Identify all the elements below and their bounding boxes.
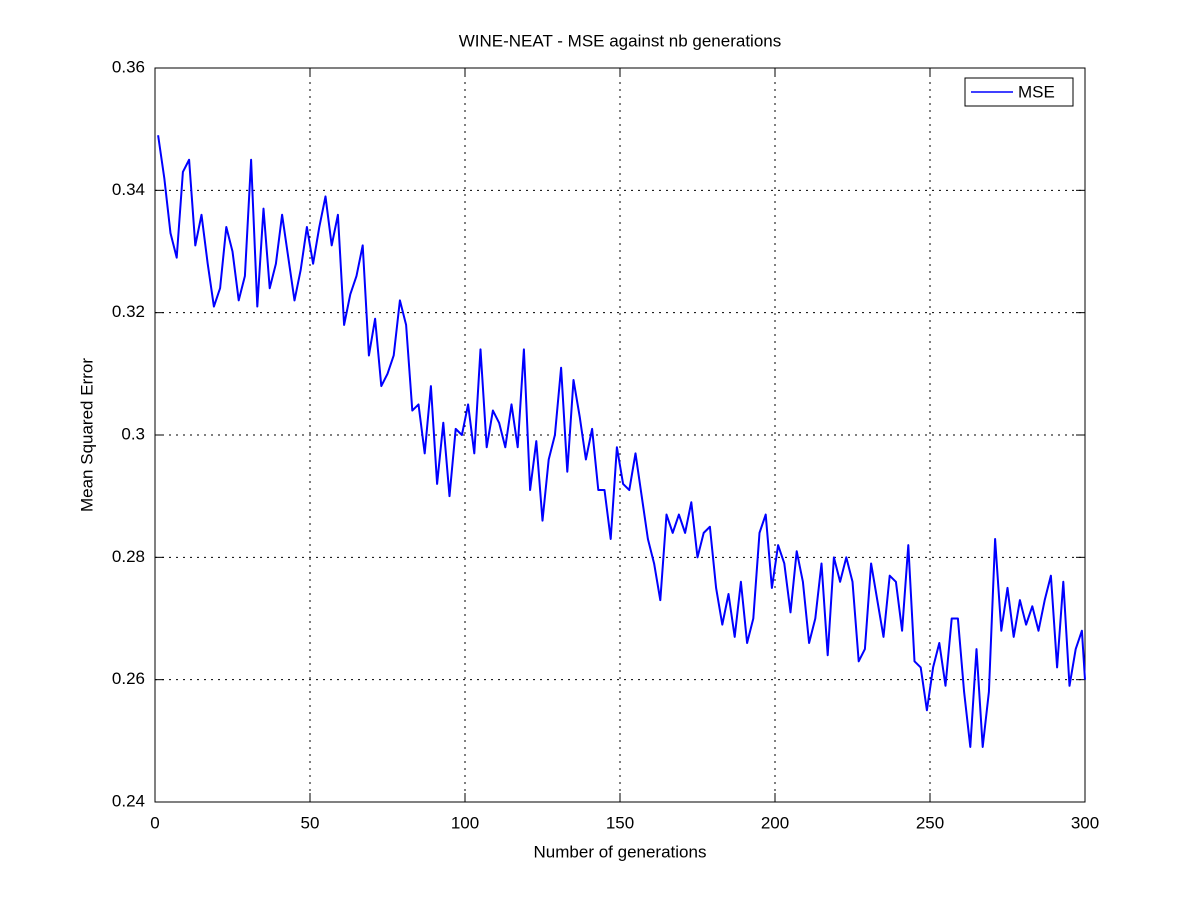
x-tick-label: 150 [606,813,634,832]
y-tick-label: 0.24 [112,791,145,810]
data-line [157,135,1086,748]
y-tick-label: 0.32 [112,302,145,321]
legend-label: MSE [1018,82,1055,101]
x-tick-label: 300 [1071,813,1099,832]
y-tick-label: 0.36 [112,57,145,76]
x-axis-label: Number of generations [534,842,707,861]
x-tick-label: 0 [150,813,159,832]
chart-title: WINE-NEAT - MSE against nb generations [459,31,782,50]
plot-frame [154,67,1086,803]
y-tick-label: 0.26 [112,669,145,688]
y-tick-label: 0.3 [121,424,145,443]
y-tick-label: 0.28 [112,547,145,566]
y-tick-label: 0.34 [112,180,145,199]
x-tick-label: 200 [761,813,789,832]
x-tick-label: 250 [916,813,944,832]
x-tick-label: 100 [451,813,479,832]
y-axis-label: Mean Squared Error [77,358,96,512]
x-tick-label: 50 [301,813,320,832]
